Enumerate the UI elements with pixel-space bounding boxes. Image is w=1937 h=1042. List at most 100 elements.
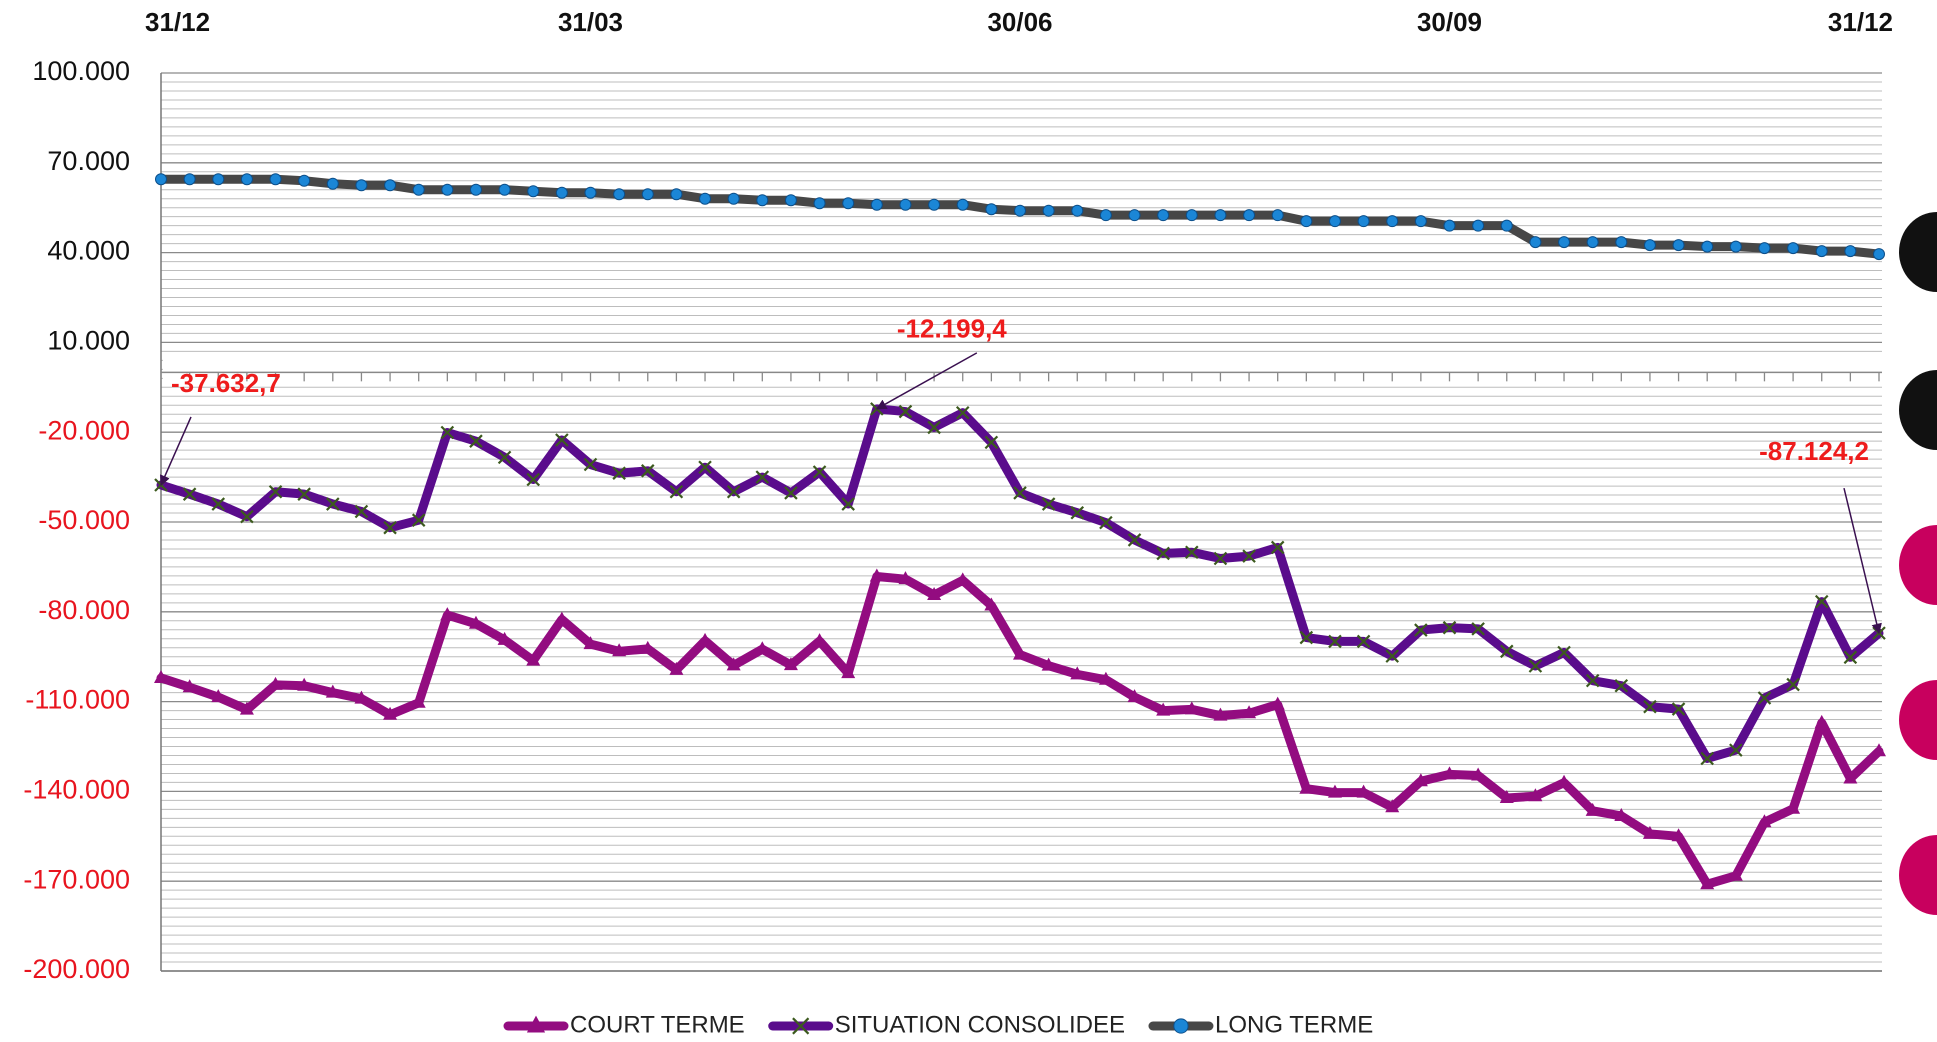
marker-triangle [1385,799,1400,813]
marker-circle [1185,209,1198,222]
marker-x [1499,644,1514,659]
marker-x [497,450,512,465]
marker-x [1414,623,1428,637]
marker-x [1557,645,1571,660]
marker-triangle [1413,773,1428,787]
marker-x [1729,743,1743,757]
series-line [156,571,1884,889]
marker-circle [1157,209,1170,222]
marker-triangle [698,632,713,646]
marker-circle [1328,215,1341,228]
marker-triangle [239,701,254,715]
marker-x [1385,649,1400,663]
series [155,173,1885,261]
marker-circle [1758,242,1771,255]
marker-triangle [783,657,798,671]
series [154,402,1886,766]
legend-label: COURT TERME [570,1011,745,1038]
annotation-label: -12.199,4 [897,314,1007,344]
marker-x [792,1017,810,1035]
marker-x [268,484,283,499]
marker-triangle [955,572,970,586]
marker-x [1041,497,1056,511]
marker-triangle [1499,789,1514,803]
marker-triangle [1757,814,1772,828]
marker-x [440,425,455,440]
marker-x [1070,505,1085,520]
marker-triangle [297,677,312,691]
marker-circle [1071,204,1084,217]
marker-circle [498,183,511,196]
decor [1899,212,1937,915]
marker-circle [1500,219,1513,232]
marker-triangle [1671,828,1686,842]
marker-circle [1443,219,1456,232]
marker-circle [1128,209,1141,222]
marker-circle [155,173,167,186]
annotation-arrow [1843,487,1882,635]
marker-x [1213,551,1228,566]
marker-circle [699,192,712,205]
y-tick-label: -170.000 [23,864,130,894]
marker-x [1127,533,1142,547]
marker-circle [985,203,998,216]
marker-triangle [497,631,512,645]
marker-circle [412,183,425,196]
marker-circle [1643,239,1656,252]
marker-circle [1173,1018,1189,1034]
marker-circle [355,179,368,192]
marker-circle [1529,236,1542,249]
marker-triangle [182,679,197,693]
marker-x [784,486,798,500]
x-tick-label: 30/09 [1417,7,1482,37]
series [154,568,1886,890]
marker-circle [527,185,540,198]
marker-circle [1014,204,1026,217]
annotation-arrow [875,352,978,410]
marker-circle [584,186,597,199]
marker-triangle [1471,767,1486,781]
marker-x [297,487,311,501]
marker-circle [727,192,740,205]
marker-circle [1672,239,1685,252]
marker-circle [1271,209,1284,222]
marker-circle [1243,209,1256,222]
marker-x [1270,540,1285,555]
marker-circle [1586,236,1599,249]
marker-x [1843,650,1858,665]
marker-x [1299,630,1314,645]
marker-triangle [898,571,913,585]
marker-triangle [1156,702,1171,716]
marker-circle [842,197,855,210]
marker-circle [1844,245,1857,258]
marker-circle [1787,242,1800,255]
marker-triangle [526,652,541,666]
marker-circle [1558,236,1571,249]
marker-x [1643,699,1657,714]
marker-circle [1729,240,1742,253]
marker-triangle [669,661,684,675]
decor-shape [1899,680,1937,760]
marker-circle [670,188,683,201]
marker-circle [899,198,912,211]
marker-x [182,487,197,501]
marker-x [583,457,598,472]
marker-triangle [383,706,398,720]
marker-triangle [1213,707,1228,721]
legend-label: SITUATION CONSOLIDEE [835,1011,1125,1038]
marker-triangle [612,643,627,657]
x-tick-label: 31/03 [558,7,623,37]
marker-x [469,434,483,448]
legend: COURT TERME SITUATION CONSOLIDEE LONG TERM… [503,1011,1373,1038]
marker-x [927,420,941,435]
marker-circle [1386,215,1399,228]
marker-circle [1300,215,1313,228]
marker-circle [555,186,568,199]
marker-x [240,509,254,524]
marker-x [726,484,741,499]
marker-circle [813,197,826,210]
marker-triangle [927,587,942,601]
decor-shape [1899,370,1937,450]
marker-triangle [1442,766,1457,780]
marker-x [640,464,655,478]
